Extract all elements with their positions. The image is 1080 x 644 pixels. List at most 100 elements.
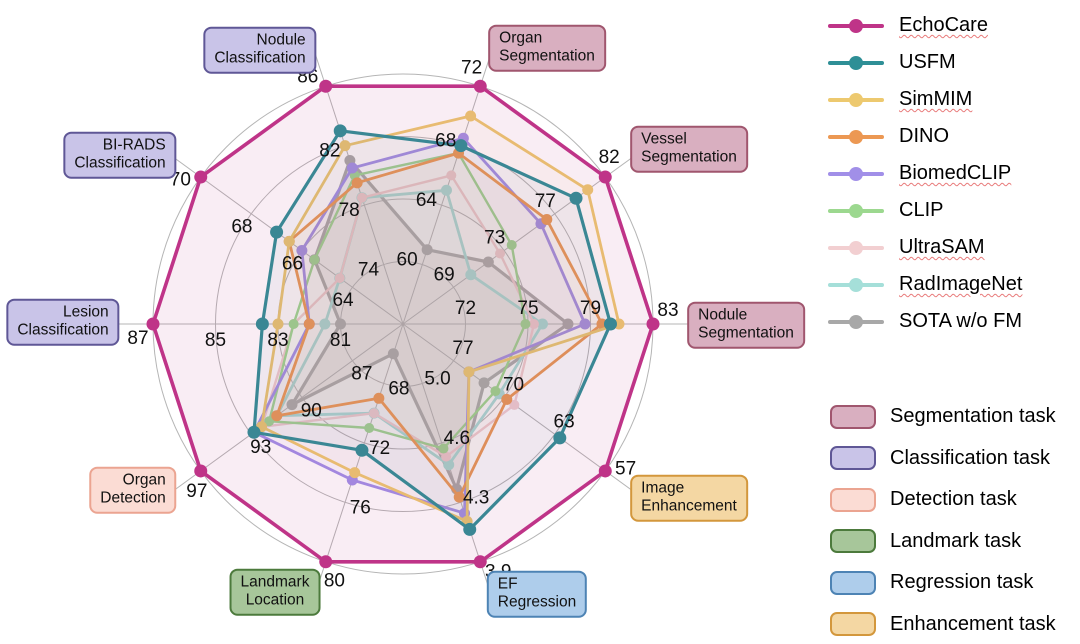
axis-tick-label: 76 <box>350 497 371 518</box>
legend-label: BiomedCLIP <box>899 162 1012 184</box>
series-marker <box>440 184 452 196</box>
series-marker <box>562 318 574 330</box>
legend-label: RadImageNet <box>899 273 1023 295</box>
series-fill-CLIP <box>269 153 526 449</box>
task-color-swatch <box>830 404 876 429</box>
series-marker <box>582 184 594 196</box>
axis-tick-label: 83 <box>657 300 678 321</box>
legend-item-echocare: EchoCare <box>828 7 1078 44</box>
series-marker <box>443 459 455 471</box>
legend-line-dot-marker <box>828 314 884 329</box>
axis-tick-label: 4.6 <box>444 428 470 449</box>
series-marker <box>272 318 284 330</box>
series-legend: EchoCare USFM SimMIM DINO BiomedCLIP CLIP Ultr… <box>828 7 1078 340</box>
legend-line-dot-marker <box>828 55 884 70</box>
series-marker <box>146 317 160 331</box>
legend-item-usfm: USFM <box>828 44 1078 81</box>
series-marker <box>356 192 367 203</box>
series-marker <box>579 318 591 330</box>
axis-tick-label: 64 <box>416 190 438 211</box>
axis-tick-label: 60 <box>397 250 418 271</box>
axis-tick-label: 75 <box>517 298 538 319</box>
task-legend-label: Regression task <box>890 571 1034 594</box>
legend-label: EchoCare <box>899 14 988 36</box>
series-marker <box>446 170 457 181</box>
series-fill-EchoCare <box>153 86 653 562</box>
series-fill-SimMIM <box>261 116 619 522</box>
axis-spoke <box>402 154 637 325</box>
series-marker <box>194 170 208 184</box>
series-marker <box>387 348 399 360</box>
axis-spoke <box>169 323 404 494</box>
axis-tick-label: 80 <box>324 570 345 591</box>
axis-label-classification: Lesion Classification <box>6 298 120 346</box>
legend-line-dot-marker <box>828 166 884 181</box>
series-fill-UltraSAM <box>261 175 534 457</box>
axis-tick-label: 66 <box>282 253 303 274</box>
legend-label: SOTA w/o FM <box>899 310 1022 332</box>
series-marker <box>296 245 308 257</box>
series-marker <box>541 214 553 226</box>
axis-tick-label: 83 <box>267 330 288 351</box>
task-color-swatch <box>830 570 876 595</box>
axis-label-classification: Nodule Classification <box>203 26 317 74</box>
task-color-swatch <box>830 487 876 512</box>
legend-item-biomedclip: BiomedCLIP <box>828 155 1078 192</box>
legend-label: SimMIM <box>899 88 973 110</box>
series-marker <box>319 318 331 330</box>
axis-label-regression: EF Regression <box>486 570 588 618</box>
axis-spoke <box>402 323 637 494</box>
axis-tick-label: 68 <box>231 217 252 238</box>
axis-spoke <box>313 323 404 599</box>
series-fill-BiomedCLIP <box>254 138 585 514</box>
axis-label-classification: BI-RADS Classification <box>63 131 177 179</box>
series-marker <box>482 256 494 268</box>
axis-tick-label: 64 <box>332 290 354 311</box>
legend-line-dot-marker <box>828 240 884 255</box>
axis-label-enhancement: Image Enhancement <box>630 474 748 522</box>
legend-line-dot-marker <box>828 277 884 292</box>
series-marker <box>283 235 295 247</box>
axis-tick-label: 82 <box>319 141 340 162</box>
axis-tick-label: 87 <box>351 364 372 385</box>
series-marker <box>463 366 475 378</box>
series-marker <box>271 410 283 422</box>
axis-tick-label: 72 <box>461 58 482 79</box>
series-marker <box>303 318 315 330</box>
task-legend-label: Enhancement task <box>890 612 1056 635</box>
series-marker <box>194 464 208 478</box>
task-legend-item-enhancement: Enhancement task <box>830 604 1080 644</box>
task-legend-item-detection: Detection task <box>830 479 1080 521</box>
series-marker <box>506 240 517 251</box>
series-marker <box>473 79 487 93</box>
legend-label: CLIP <box>899 199 944 221</box>
series-marker <box>465 110 477 122</box>
axis-tick-label: 4.3 <box>463 487 489 508</box>
series-marker <box>603 317 617 331</box>
series-marker <box>569 191 583 205</box>
task-legend-label: Detection task <box>890 488 1017 511</box>
axis-label-detection: Organ Detection <box>89 466 177 514</box>
series-marker <box>453 491 465 503</box>
task-legend-label: Landmark task <box>890 529 1022 552</box>
legend-label: UltraSAM <box>899 236 985 258</box>
series-marker <box>598 170 612 184</box>
series-marker <box>333 124 347 138</box>
series-marker <box>335 318 346 330</box>
series-marker <box>334 273 345 284</box>
series-marker <box>247 425 261 439</box>
axis-tick-label: 72 <box>455 298 476 319</box>
series-marker <box>454 139 468 153</box>
series-marker <box>288 319 299 329</box>
axis-tick-label: 87 <box>127 328 148 349</box>
legend-line-dot-marker <box>828 129 884 144</box>
axis-tick-label: 81 <box>330 330 351 351</box>
axis-tick-label: 97 <box>186 481 207 502</box>
axis-tick-label: 79 <box>580 298 601 319</box>
series-marker <box>364 423 375 434</box>
series-marker <box>349 467 361 479</box>
axis-label-landmark: Landmark Location <box>229 568 321 616</box>
axis-tick-label: 70 <box>503 375 524 396</box>
series-marker <box>553 431 567 445</box>
